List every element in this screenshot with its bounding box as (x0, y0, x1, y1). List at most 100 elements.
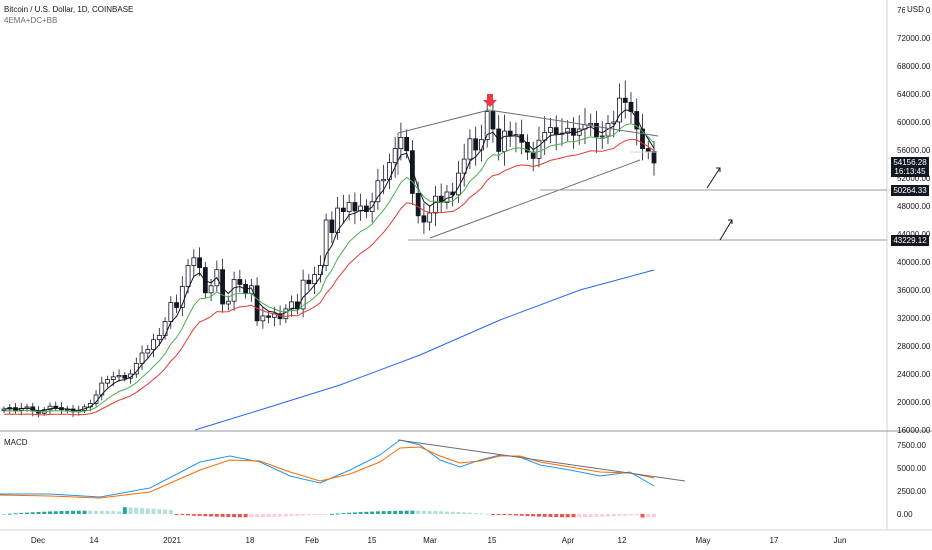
macd-histogram-bar (232, 514, 237, 518)
candle-body (220, 269, 225, 305)
ema-line-1 (3, 138, 655, 416)
macd-histogram-bar (352, 512, 357, 514)
candle-body (300, 279, 306, 310)
macd-histogram-bar (249, 514, 254, 518)
y-tick-label: 68000.00 (897, 62, 931, 71)
macd-histogram-bar (450, 511, 455, 514)
macd-histogram-bar (531, 514, 536, 517)
x-tick-label: Mar (423, 536, 437, 545)
chart-title: Bitcoin / U.S. Dollar, 1D, COINBASE (4, 5, 134, 14)
x-tick-label: 18 (246, 536, 255, 545)
candle-body (645, 148, 651, 152)
candle-body (1, 408, 7, 411)
macd-histogram-bar (289, 514, 294, 517)
y-tick-label: 44000.00 (897, 230, 931, 239)
macd-histogram-bar (421, 510, 426, 514)
x-tick-label: Apr (562, 536, 575, 545)
macd-histogram-bar (140, 508, 145, 514)
candle-body (208, 285, 214, 294)
candle-body (237, 279, 243, 285)
macd-histogram-bar (128, 507, 133, 514)
trendline-top-right (488, 109, 659, 137)
ema-long-line (194, 269, 655, 431)
y-tick-label: 20000.00 (897, 398, 931, 407)
macd-histogram-bar (203, 514, 208, 517)
macd-tick-label: 5000.00 (897, 464, 926, 473)
macd-histogram-bar (99, 510, 104, 514)
candle-body (571, 127, 576, 136)
y-tick-label: 72000.00 (897, 34, 931, 43)
candle-body (490, 111, 496, 130)
macd-histogram-bar (151, 508, 156, 514)
macd-histogram-bar (324, 514, 329, 515)
macd-histogram-bar (565, 514, 570, 518)
candle-body (266, 315, 272, 318)
candle-body (404, 136, 410, 152)
macd-histogram-bar (582, 514, 587, 518)
candle-body (467, 138, 473, 160)
macd-histogram-bar (375, 511, 380, 514)
candle-body (346, 202, 352, 212)
candle-body (392, 148, 398, 164)
macd-histogram-bar (134, 507, 139, 514)
x-tick-label: 2021 (163, 536, 181, 545)
macd-histogram-bar (197, 514, 202, 516)
x-tick-label: 12 (618, 536, 627, 545)
macd-histogram-bar (174, 514, 179, 515)
macd-histogram-bar (600, 514, 605, 517)
macd-histogram-bar (36, 511, 41, 514)
indicator-list[interactable]: 4EMA+DC+BB (4, 16, 58, 25)
up-arrow-2 (719, 219, 733, 241)
macd-signal-line (0, 446, 655, 499)
macd-histogram-bar (628, 514, 633, 516)
macd-histogram-bar (25, 512, 30, 514)
macd-histogram-bar (358, 512, 363, 514)
macd-tick-label: 2500.00 (897, 487, 926, 496)
candle-body (306, 279, 312, 285)
candle-body (548, 127, 553, 133)
macd-histogram-bar (554, 514, 559, 518)
macd-histogram-bar (502, 514, 507, 515)
macd-histogram-bar (508, 514, 513, 516)
macd-histogram-bar (404, 510, 409, 514)
ema-line-2 (3, 123, 655, 413)
macd-histogram-bar (94, 510, 99, 514)
y-tick-label: 40000.00 (897, 258, 931, 267)
candle-body (191, 257, 197, 266)
candle-body (473, 138, 479, 151)
ema-line-0 (3, 109, 655, 412)
price-tag-bg (891, 235, 929, 246)
x-tick-label: 15 (368, 536, 377, 545)
candle-body (179, 286, 185, 308)
y-tick-label: 52000.00 (897, 174, 931, 183)
macd-histogram-bar (479, 513, 484, 515)
macd-line (0, 439, 655, 498)
candle-body (156, 335, 162, 341)
candle-body (363, 205, 369, 212)
macd-histogram-bar (525, 514, 530, 517)
candle-body (352, 202, 358, 212)
candle-body (622, 97, 628, 103)
candle-body (617, 97, 622, 123)
macd-histogram-bar (594, 514, 599, 517)
macd-histogram-bar (237, 514, 242, 518)
macd-histogram-bar (496, 514, 501, 515)
macd-tick-label: 0.00 (897, 510, 913, 519)
candle-body (427, 212, 433, 223)
candle-body (105, 379, 110, 384)
macd-histogram-bar (48, 511, 53, 514)
macd-histogram-bar (439, 511, 444, 514)
macd-histogram-bar (467, 512, 472, 514)
candle-body (289, 301, 295, 310)
macd-histogram-bar (42, 511, 47, 514)
macd-histogram-bar (30, 512, 35, 514)
macd-histogram-bar (536, 514, 541, 517)
candle-body (283, 308, 289, 320)
candle-body (398, 136, 404, 149)
x-tick-label: Feb (305, 536, 319, 545)
macd-histogram-bar (335, 513, 340, 515)
macd-tick-label: 7500.00 (897, 441, 926, 450)
candle-body (375, 180, 381, 203)
macd-histogram-bar (209, 514, 214, 517)
